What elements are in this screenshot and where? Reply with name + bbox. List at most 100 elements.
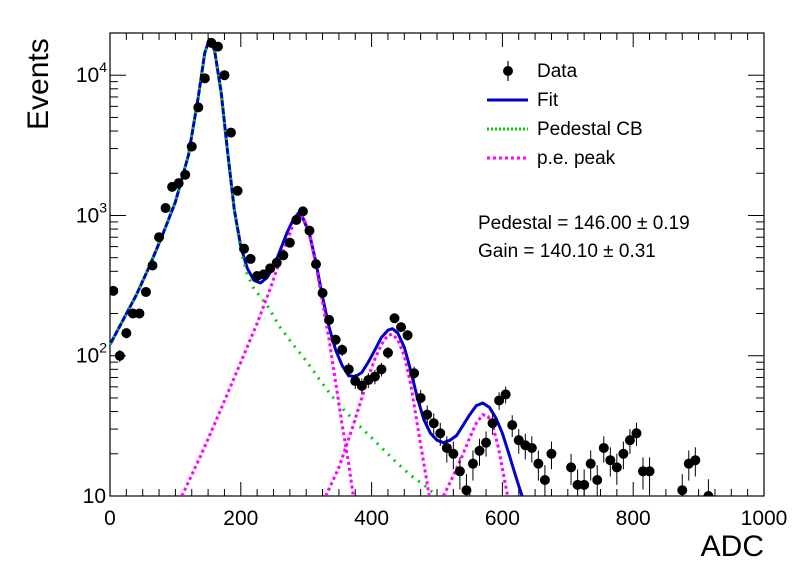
- data-point: [461, 474, 472, 496]
- series-p-e-peak-2: [324, 332, 431, 496]
- data-point: [140, 286, 151, 297]
- data-point: [369, 369, 380, 385]
- legend-label-pedestal-cb: Pedestal CB: [537, 119, 643, 140]
- series-p-e-peak-1: [180, 213, 355, 496]
- axis-ticks: 0 200 400 600 800 1000 10 102 103 104: [76, 32, 788, 530]
- data-point: [225, 127, 236, 138]
- data-point: [324, 314, 335, 325]
- data-point: [396, 322, 407, 333]
- data-point: [245, 253, 256, 264]
- data-point: [605, 447, 616, 477]
- data-point: [415, 389, 426, 408]
- data-point: [500, 386, 511, 404]
- data-point: [114, 349, 125, 363]
- data-point: [232, 185, 243, 196]
- data-point: [487, 413, 498, 435]
- data-point: [337, 344, 348, 357]
- data-point: [382, 347, 393, 360]
- data-point: [311, 259, 322, 270]
- data-point: [278, 250, 289, 261]
- y-axis-title: Events: [22, 38, 55, 130]
- data-point: [644, 457, 655, 490]
- data-point: [481, 431, 492, 457]
- y-tick-label: 10: [83, 485, 106, 508]
- data-point: [526, 436, 537, 463]
- plot-series: [110, 35, 714, 496]
- x-tick-label: 200: [223, 507, 258, 530]
- data-point: [297, 206, 308, 217]
- gain-annotation: Gain = 140.10 ± 0.31: [478, 241, 656, 262]
- data-point: [409, 366, 420, 381]
- data-point: [121, 328, 132, 339]
- data-point: [154, 232, 165, 243]
- data-point: [624, 429, 635, 454]
- data-point: [376, 362, 387, 377]
- data-point: [317, 288, 328, 299]
- data-point: [173, 178, 184, 189]
- data-point: [110, 285, 119, 296]
- data-point: [284, 237, 295, 248]
- pedestal-annotation: Pedestal = 146.00 ± 0.19: [478, 213, 690, 234]
- legend-label-data: Data: [537, 61, 578, 82]
- x-tick-label: 800: [616, 507, 651, 530]
- data-point: [291, 214, 302, 225]
- data-point: [265, 263, 276, 274]
- data-point: [454, 457, 465, 490]
- data-point: [186, 141, 197, 152]
- legend-label-pe-peak: p.e. peak: [537, 148, 616, 169]
- x-tick-label: 1000: [741, 507, 788, 530]
- x-axis-title: ADC: [701, 530, 764, 563]
- data-point: [546, 441, 557, 470]
- data-point: [467, 450, 478, 481]
- data-point: [422, 405, 433, 426]
- data-point: [271, 257, 282, 268]
- data-point: [428, 413, 439, 435]
- data-point: [579, 469, 590, 496]
- data-point: [703, 479, 714, 496]
- legend: Data Fit Pedestal CB p.e. peak: [487, 61, 643, 169]
- legend-label-fit: Fit: [537, 90, 559, 111]
- data-point: [611, 453, 622, 485]
- data-point: [441, 436, 452, 463]
- data-point: [343, 362, 354, 377]
- data-point: [592, 465, 603, 496]
- data-point: [539, 465, 550, 496]
- y-tick-label: 103: [76, 199, 107, 227]
- data-point: [160, 203, 171, 214]
- data-point: [258, 269, 269, 280]
- y-tick-label: 102: [76, 340, 107, 368]
- data-point: [212, 41, 223, 52]
- data-point: [193, 102, 204, 113]
- data-point: [690, 447, 701, 477]
- x-tick-label: 600: [485, 507, 520, 530]
- data-point: [239, 243, 250, 254]
- y-tick-label: 104: [76, 59, 107, 87]
- data-point: [533, 450, 544, 481]
- data-point: [199, 73, 210, 84]
- x-tick-label: 400: [354, 507, 389, 530]
- data-point: [618, 441, 629, 470]
- data-point: [435, 422, 446, 447]
- data-point: [683, 450, 694, 481]
- data-point: [330, 334, 341, 346]
- x-tick-label: 0: [104, 507, 116, 530]
- data-point: [304, 225, 315, 236]
- data-point: [474, 438, 485, 466]
- data-point: [448, 441, 459, 470]
- legend-marker-data: [503, 61, 513, 81]
- data-point: [507, 415, 518, 437]
- data-point: [585, 450, 596, 481]
- series-pedestal-cb: [110, 35, 438, 496]
- data-point: [631, 422, 642, 447]
- data-point: [598, 436, 609, 463]
- data-point: [402, 330, 413, 341]
- data-point: [219, 70, 230, 81]
- data-point: [180, 169, 191, 180]
- data-point: [134, 308, 145, 319]
- data-point: [677, 474, 688, 496]
- data-point: [356, 378, 367, 395]
- data-point: [389, 313, 400, 324]
- data-point: [494, 392, 505, 410]
- data-point: [566, 453, 577, 485]
